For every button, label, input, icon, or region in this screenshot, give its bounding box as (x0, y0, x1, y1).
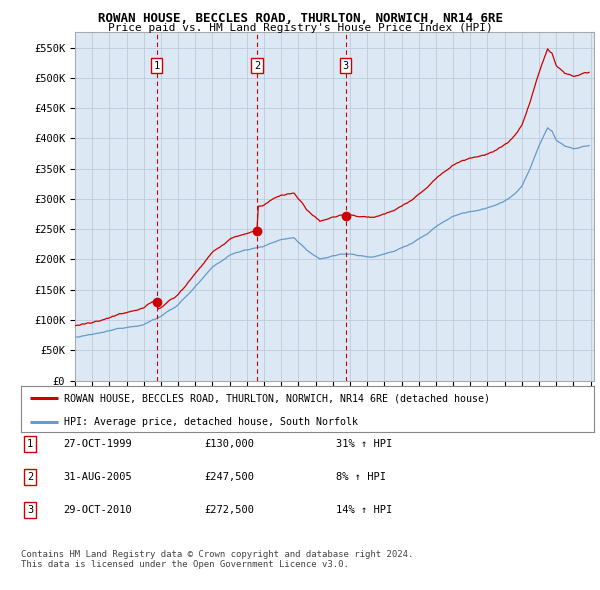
Text: 27-OCT-1999: 27-OCT-1999 (63, 439, 132, 448)
Text: 31% ↑ HPI: 31% ↑ HPI (336, 439, 392, 448)
Text: 2: 2 (254, 61, 260, 71)
Text: £272,500: £272,500 (204, 505, 254, 514)
Text: Price paid vs. HM Land Registry's House Price Index (HPI): Price paid vs. HM Land Registry's House … (107, 23, 493, 33)
Text: HPI: Average price, detached house, South Norfolk: HPI: Average price, detached house, Sout… (64, 417, 358, 427)
Text: 2: 2 (27, 472, 33, 481)
Text: 3: 3 (343, 61, 349, 71)
Text: ROWAN HOUSE, BECCLES ROAD, THURLTON, NORWICH, NR14 6RE (detached house): ROWAN HOUSE, BECCLES ROAD, THURLTON, NOR… (64, 394, 490, 404)
Text: 1: 1 (154, 61, 160, 71)
Text: 29-OCT-2010: 29-OCT-2010 (63, 505, 132, 514)
Text: £247,500: £247,500 (204, 472, 254, 481)
Text: 8% ↑ HPI: 8% ↑ HPI (336, 472, 386, 481)
Text: £130,000: £130,000 (204, 439, 254, 448)
Text: 1: 1 (27, 439, 33, 448)
Text: 31-AUG-2005: 31-AUG-2005 (63, 472, 132, 481)
Text: 3: 3 (27, 505, 33, 514)
Text: 14% ↑ HPI: 14% ↑ HPI (336, 505, 392, 514)
Text: Contains HM Land Registry data © Crown copyright and database right 2024.
This d: Contains HM Land Registry data © Crown c… (21, 550, 413, 569)
Text: ROWAN HOUSE, BECCLES ROAD, THURLTON, NORWICH, NR14 6RE: ROWAN HOUSE, BECCLES ROAD, THURLTON, NOR… (97, 12, 503, 25)
